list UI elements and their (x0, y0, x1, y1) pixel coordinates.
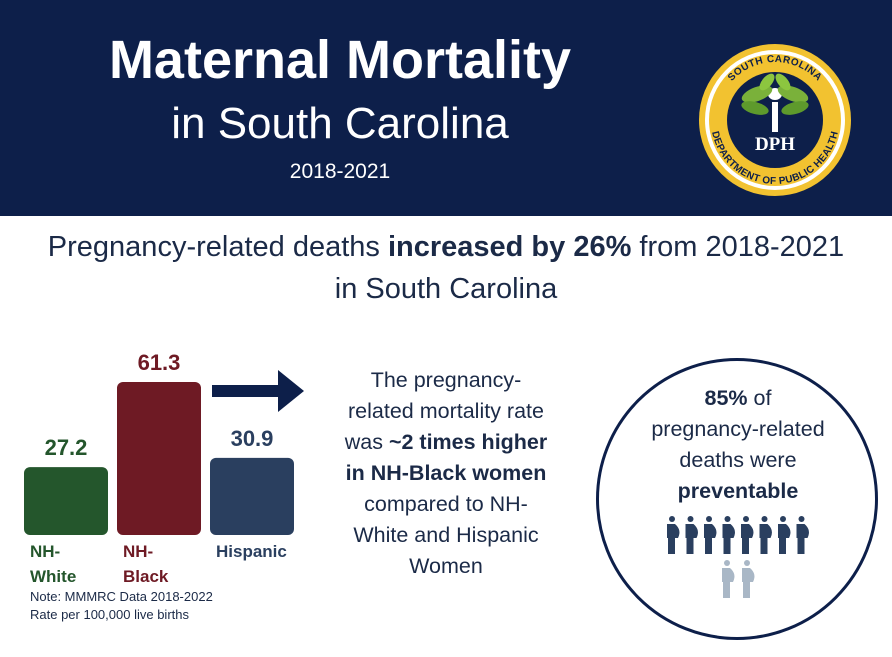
comparison-emphasis-2: in NH-Black women (345, 461, 547, 485)
pregnant-woman-icon (796, 516, 809, 554)
pregnant-woman-icon (704, 516, 717, 554)
value-label-hispanic: 30.9 (231, 426, 274, 451)
page-subtitle: in South Carolina (171, 99, 509, 148)
preventable-of: of (747, 386, 772, 410)
year-range: 2018-2021 (289, 160, 391, 183)
bar-nh-white (24, 467, 108, 535)
dph-seal-logo: SOUTH CAROLINA DEPARTMENT OF PUBLIC HEAL… (699, 44, 851, 196)
category-label-nh-white: NH-White (30, 542, 76, 586)
comparison-line-1: The pregnancy- (370, 368, 522, 392)
comparison-line-3: was ~2 times higher (320, 427, 572, 458)
comparison-line-7: Women (409, 554, 483, 578)
value-label-nh-black: 61.3 (138, 350, 181, 375)
header-banner: Maternal Mortality in South Carolina 201… (0, 0, 892, 216)
pregnant-woman-icon (722, 560, 735, 598)
preventable-percent: 85% (704, 386, 748, 410)
mortality-bar-chart: 27.2 NH-White 61.3 NH-Black 30.9 Hispanic (24, 350, 294, 586)
preventable-emphasis: preventable (677, 479, 799, 503)
pregnant-woman-icon (667, 516, 680, 554)
preventable-text: 85% of pregnancy-related deaths were pre… (620, 383, 856, 507)
headline: Pregnancy-related deaths increased by 26… (40, 226, 852, 310)
comparison-text: The pregnancy- related mortality rate wa… (320, 365, 572, 582)
preventable-line-1: 85% of (620, 383, 856, 414)
comparison-line-6: White and Hispanic (353, 523, 539, 547)
preventable-circle (596, 358, 878, 640)
category-label-hispanic: Hispanic (216, 542, 287, 561)
pregnant-woman-icon (741, 516, 754, 554)
chart-note: Note: MMMRC Data 2018-2022 Rate per 100,… (30, 588, 213, 624)
right-arrow-icon (212, 370, 304, 412)
comparison-line-4: in NH-Black women (320, 458, 572, 489)
preventable-line-3: deaths were (679, 448, 797, 472)
category-label-nh-black: NH-Black (123, 542, 169, 586)
note-rate-unit: Rate per 100,000 live births (30, 607, 189, 622)
bar-hispanic (210, 457, 294, 535)
comparison-line-2: related mortality rate (348, 399, 544, 423)
seal-center-text: DPH (755, 134, 795, 155)
pregnant-woman-icon (778, 516, 791, 554)
pregnant-woman-icon (742, 560, 755, 598)
headline-emphasis: increased by 26% (387, 231, 632, 263)
palmetto-tree-icon (741, 73, 809, 132)
comparison-line-3a: was (344, 430, 389, 454)
pregnant-women-icons (667, 516, 809, 598)
preventable-line-4: preventable (620, 476, 856, 507)
pregnant-woman-icon (722, 516, 735, 554)
note-source: Note: MMMRC Data 2018-2022 (30, 589, 213, 604)
pregnant-woman-icon (759, 516, 772, 554)
headline-part1: Pregnancy-related deaths (47, 231, 388, 263)
comparison-line-5: compared to NH- (364, 492, 528, 516)
page-title: Maternal Mortality (108, 30, 572, 90)
pregnant-woman-icon (685, 516, 698, 554)
comparison-emphasis-1: ~2 times higher (388, 430, 548, 454)
bar-nh-black (117, 382, 201, 535)
headline-part2: from 2018-2021 in South Carolina (334, 231, 845, 305)
preventable-line-2: pregnancy-related (651, 417, 825, 441)
value-label-nh-white: 27.2 (45, 435, 88, 460)
